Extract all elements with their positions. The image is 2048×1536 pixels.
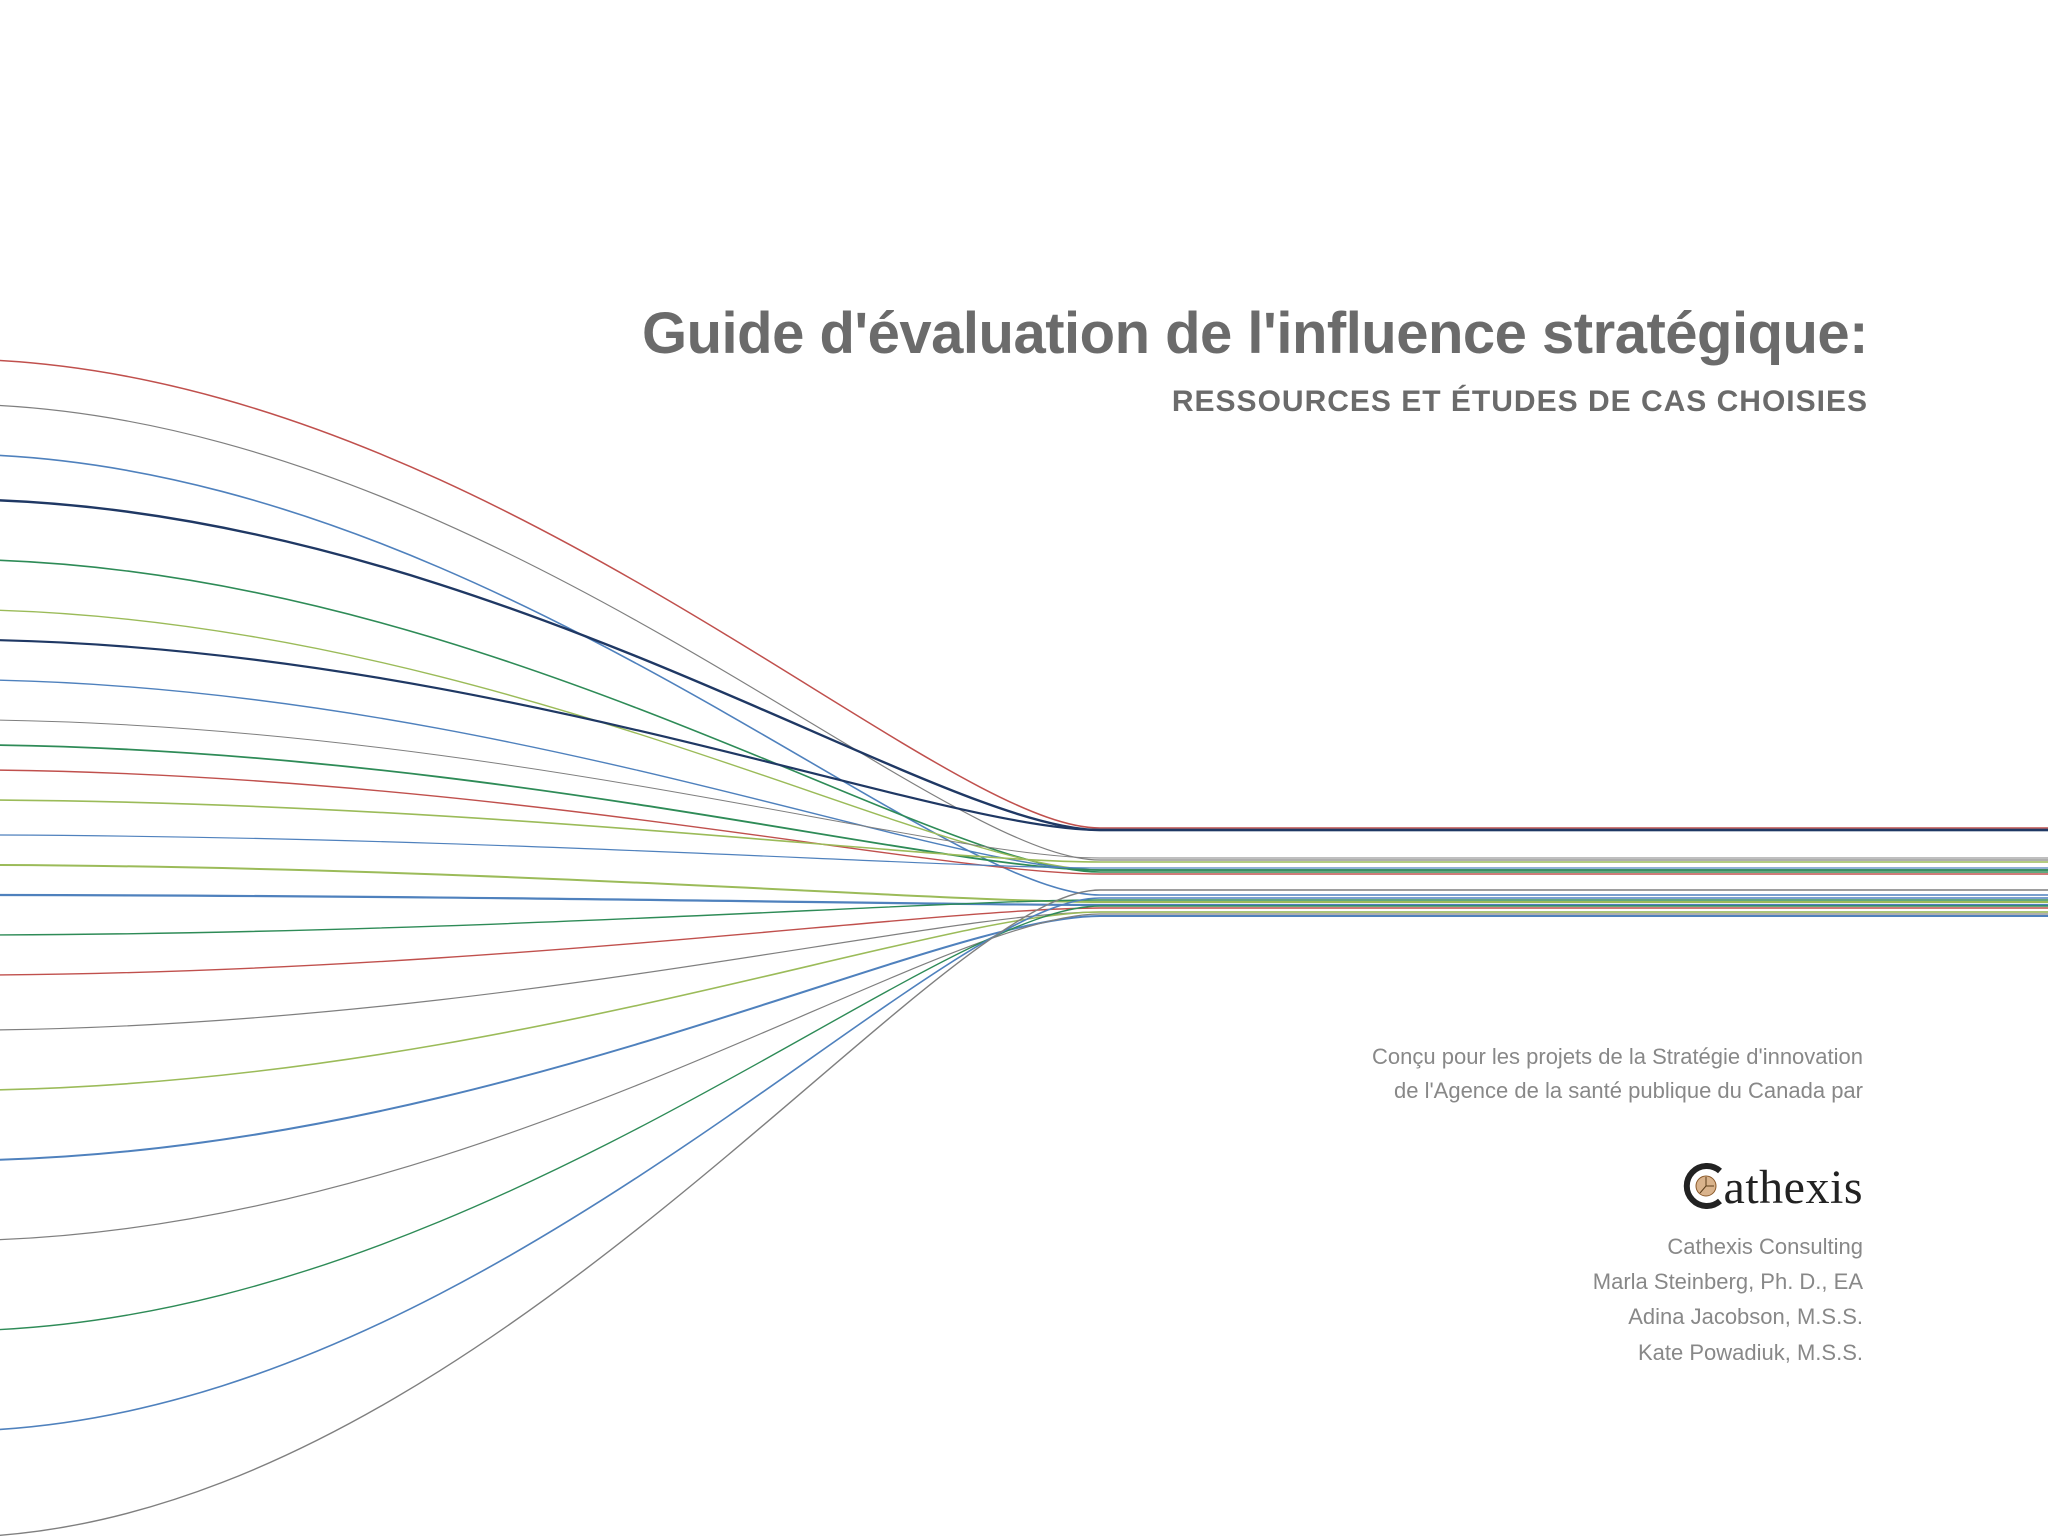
title-block: Guide d'évaluation de l'influence straté… bbox=[560, 300, 1868, 419]
curve-line bbox=[0, 745, 2048, 870]
curve-line bbox=[0, 908, 2048, 975]
curve-line bbox=[0, 800, 2048, 862]
curve-line bbox=[0, 912, 2048, 1030]
curve-line bbox=[0, 360, 2048, 828]
attribution-line: de l'Agence de la santé publique du Cana… bbox=[1303, 1074, 1863, 1108]
cathexis-logo: athexis bbox=[1593, 1160, 1863, 1215]
page-title: Guide d'évaluation de l'influence straté… bbox=[560, 300, 1868, 367]
curve-line bbox=[0, 900, 2048, 935]
curve-line bbox=[0, 560, 2048, 872]
curve-line bbox=[0, 895, 2048, 905]
credits: Cathexis Consulting Marla Steinberg, Ph.… bbox=[1593, 1229, 1863, 1370]
org-name: Cathexis Consulting bbox=[1593, 1229, 1863, 1264]
curve-line bbox=[0, 455, 2048, 895]
curve-line bbox=[0, 916, 2048, 1160]
logo-wordmark: athexis bbox=[1724, 1161, 1863, 1214]
curve-line bbox=[0, 500, 2048, 830]
author: Adina Jacobson, M.S.S. bbox=[1593, 1299, 1863, 1334]
page-subtitle: RESSOURCES ET ÉTUDES DE CAS CHOISIES bbox=[560, 385, 1868, 419]
curve-line bbox=[0, 865, 2048, 902]
logo-block: athexis Cathexis Consulting Marla Steinb… bbox=[1593, 1160, 1863, 1370]
curve-line bbox=[0, 835, 2048, 868]
attribution-line: Conçu pour les projets de la Stratégie d… bbox=[1303, 1040, 1863, 1074]
author: Marla Steinberg, Ph. D., EA bbox=[1593, 1264, 1863, 1299]
curve-line bbox=[0, 680, 2048, 870]
curve-line bbox=[0, 405, 2048, 860]
curve-line bbox=[0, 610, 2048, 870]
attribution: Conçu pour les projets de la Stratégie d… bbox=[1303, 1040, 1863, 1108]
cathexis-logo-icon bbox=[1682, 1163, 1728, 1209]
curve-line bbox=[0, 640, 2048, 830]
cover-page: Guide d'évaluation de l'influence straté… bbox=[0, 0, 2048, 1536]
curve-line bbox=[0, 770, 2048, 874]
author: Kate Powadiuk, M.S.S. bbox=[1593, 1335, 1863, 1370]
curve-line bbox=[0, 720, 2048, 858]
